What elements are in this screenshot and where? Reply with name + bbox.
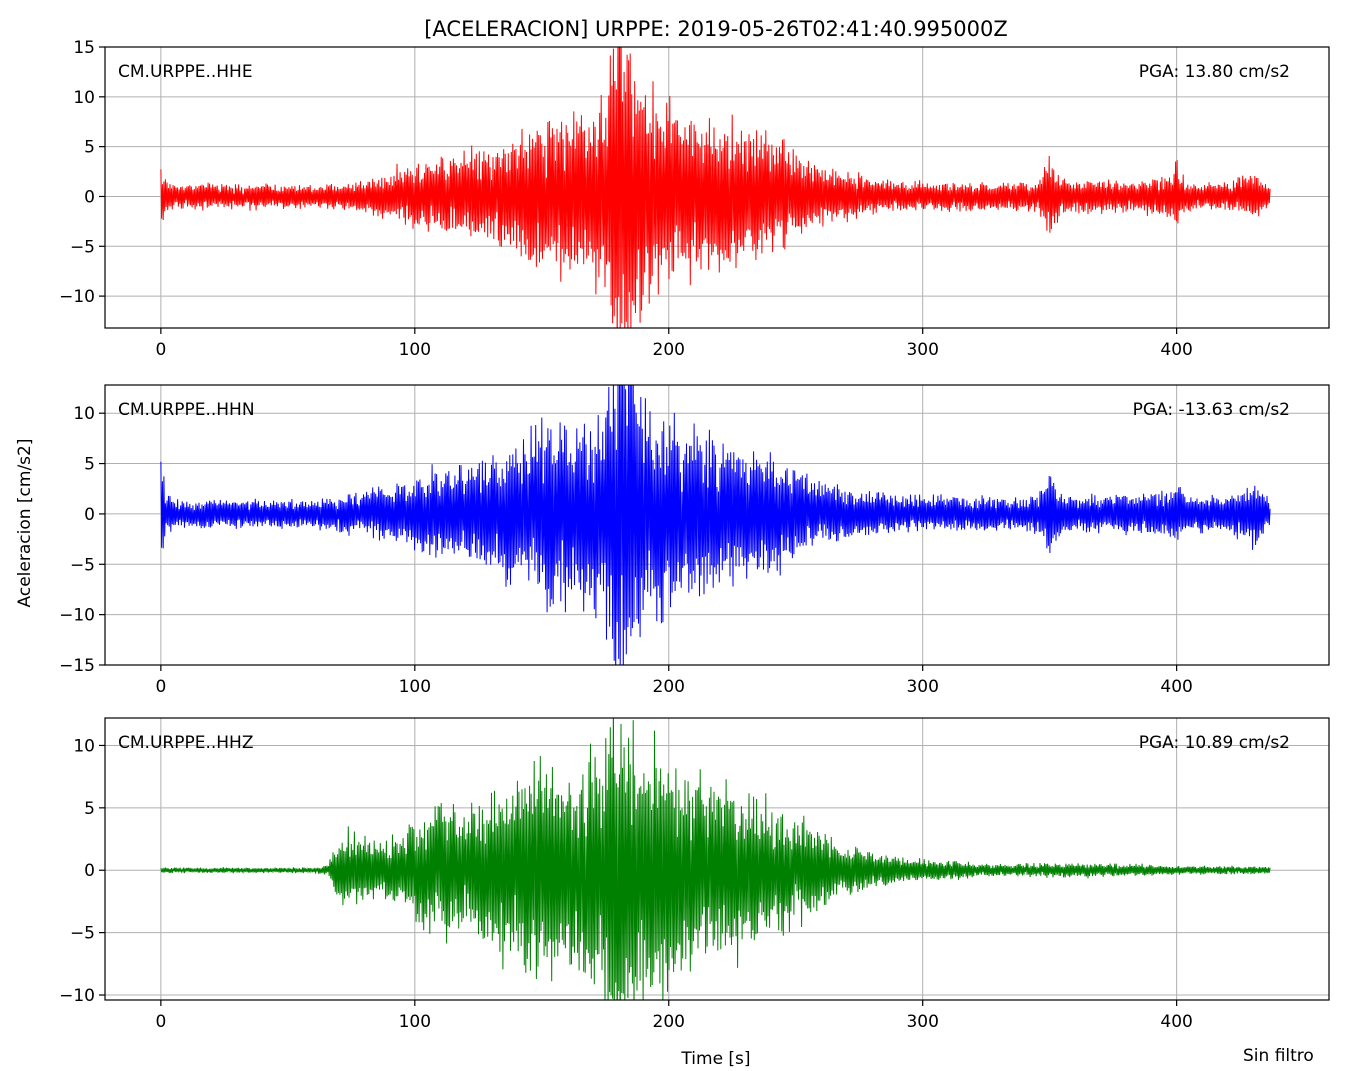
x-tick-label-100: 100 bbox=[399, 1012, 431, 1032]
y-tick-label--10: −10 bbox=[59, 986, 95, 1006]
x-tick-label-400: 400 bbox=[1160, 1012, 1192, 1032]
x-tick-label-100: 100 bbox=[399, 340, 431, 360]
x-tick-label-400: 400 bbox=[1160, 340, 1192, 360]
pga-label-hhe: PGA: 13.80 cm/s2 bbox=[1139, 62, 1290, 82]
y-tick-label--15: −15 bbox=[59, 656, 95, 676]
x-tick-label-200: 200 bbox=[653, 677, 685, 697]
axes-frame-hhe bbox=[104, 46, 1330, 329]
y-tick-label-10: 10 bbox=[73, 404, 95, 424]
axes-frame-hhn bbox=[104, 384, 1330, 666]
y-tick-label--5: −5 bbox=[70, 924, 95, 944]
station-label-hhe: CM.URPPE..HHE bbox=[118, 62, 253, 82]
x-tick-label-300: 300 bbox=[906, 677, 938, 697]
axes-frame-hhz bbox=[104, 717, 1330, 1001]
x-tick-label-0: 0 bbox=[155, 677, 166, 697]
y-tick-label-10: 10 bbox=[73, 88, 95, 108]
station-label-hhn: CM.URPPE..HHN bbox=[118, 400, 255, 420]
panel-hhe: 0 100 200 300 400 −10 −5 0 5 10 15 CM.URPPE..HHE PGA… bbox=[59, 38, 1330, 360]
y-tick-label--10: −10 bbox=[59, 287, 95, 307]
x-tick-label-400: 400 bbox=[1160, 677, 1192, 697]
y-tick-label-5: 5 bbox=[84, 799, 95, 819]
y-tick-label-0: 0 bbox=[84, 505, 95, 525]
y-tick-label--5: −5 bbox=[70, 555, 95, 575]
y-tick-label-0: 0 bbox=[84, 861, 95, 881]
y-tick-label-10: 10 bbox=[73, 736, 95, 756]
x-tick-label-200: 200 bbox=[653, 1012, 685, 1032]
pga-label-hhz: PGA: 10.89 cm/s2 bbox=[1139, 733, 1290, 753]
x-tick-label-200: 200 bbox=[653, 340, 685, 360]
y-tick-label-15: 15 bbox=[73, 38, 95, 58]
waveform-hhn bbox=[160, 385, 1271, 665]
x-tick-label-0: 0 bbox=[155, 1012, 166, 1032]
footer-note: Sin filtro bbox=[1243, 1046, 1314, 1066]
x-tick-label-300: 300 bbox=[906, 1012, 938, 1032]
x-axis-label: Time [s] bbox=[680, 1049, 750, 1069]
x-tick-label-100: 100 bbox=[399, 677, 431, 697]
waveform-hhe bbox=[160, 47, 1271, 328]
pga-label-hhn: PGA: -13.63 cm/s2 bbox=[1133, 400, 1290, 420]
panel-hhz: 0 100 200 300 400 −10 −5 0 5 10 CM.URPPE..HHZ PGA: … bbox=[59, 717, 1330, 1032]
waveform-hhz bbox=[160, 718, 1271, 1000]
y-axis-label: Aceleracion [cm/s2] bbox=[15, 439, 35, 608]
y-tick-label-0: 0 bbox=[84, 187, 95, 207]
panel-hhn: 0 100 200 300 400 −15 −10 −5 0 5 10 CM.URPPE..HHN PG… bbox=[59, 384, 1330, 697]
y-tick-label-5: 5 bbox=[84, 138, 95, 158]
y-tick-label--5: −5 bbox=[70, 237, 95, 257]
x-tick-label-300: 300 bbox=[906, 340, 938, 360]
y-tick-label--10: −10 bbox=[59, 606, 95, 626]
figure-title: [ACELERACION] URPPE: 2019-05-26T02:41:40… bbox=[424, 17, 1008, 41]
station-label-hhz: CM.URPPE..HHZ bbox=[118, 733, 253, 753]
y-tick-label-5: 5 bbox=[84, 455, 95, 475]
x-tick-label-0: 0 bbox=[155, 340, 166, 360]
